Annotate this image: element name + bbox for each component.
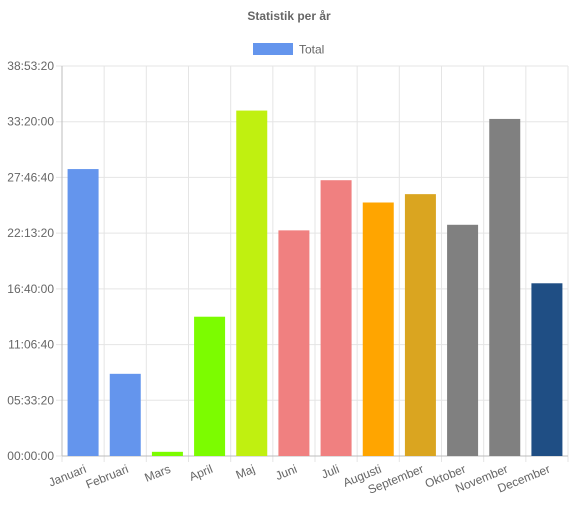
x-tick-label: Maj	[234, 462, 257, 482]
bar-oktober[interactable]	[447, 224, 479, 456]
bar-augusti[interactable]	[362, 202, 394, 457]
bar-maj[interactable]	[236, 110, 268, 457]
bar-september[interactable]	[404, 194, 436, 456]
bar-juli[interactable]	[320, 180, 352, 456]
bar-januari[interactable]	[67, 169, 99, 457]
y-tick-label: 00:00:00	[7, 449, 54, 463]
y-tick-label: 22:13:20	[7, 226, 54, 240]
legend-label: Total	[299, 43, 324, 57]
y-tick-label: 38:53:20	[7, 59, 54, 73]
x-tick-label: Juni	[273, 462, 299, 483]
y-tick-label: 16:40:00	[7, 282, 54, 296]
bar-november[interactable]	[489, 118, 521, 456]
y-tick-label: 33:20:00	[7, 115, 54, 129]
grid	[56, 65, 569, 462]
bars	[67, 110, 563, 457]
legend-swatch	[253, 43, 293, 55]
y-tick-label: 11:06:40	[8, 338, 54, 352]
y-axis: 00:00:00 05:33:20 11:06:40 16:40:00 22:13:20…	[7, 59, 54, 463]
bar-april[interactable]	[194, 316, 226, 456]
chart-title: Statistik per år	[247, 9, 331, 23]
x-tick-label: Februari	[84, 462, 131, 492]
bar-mars[interactable]	[151, 451, 183, 456]
legend[interactable]: Total	[253, 43, 324, 57]
x-tick-label: April	[187, 462, 215, 484]
bar-december[interactable]	[531, 283, 563, 456]
y-tick-label: 27:46:40	[7, 170, 54, 184]
bar-juni[interactable]	[278, 230, 310, 456]
bar-februari[interactable]	[109, 373, 141, 456]
x-tick-label: Mars	[143, 462, 173, 485]
x-tick-label: Juli	[319, 462, 341, 482]
y-tick-label: 05:33:20	[7, 393, 54, 407]
x-tick-label: Januari	[46, 462, 88, 490]
